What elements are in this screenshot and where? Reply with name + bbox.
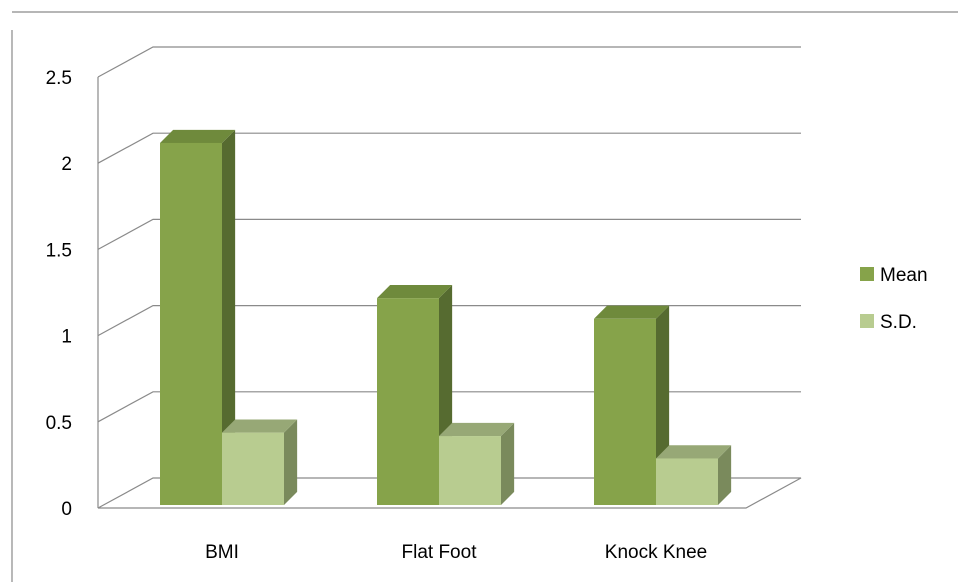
bar-front bbox=[222, 432, 284, 505]
gridline bbox=[97, 132, 801, 164]
legend-swatch bbox=[860, 267, 874, 281]
bar-sd-flat-foot bbox=[439, 422, 515, 505]
gridline bbox=[97, 391, 801, 423]
x-tick-label: BMI bbox=[205, 542, 239, 563]
x-tick-label: Flat Foot bbox=[402, 542, 478, 563]
bar-front bbox=[160, 142, 222, 505]
bar-side bbox=[501, 422, 515, 505]
x-tick-label: Knock Knee bbox=[605, 542, 707, 563]
bar-top bbox=[594, 305, 670, 319]
y-axis-ticks: 0 0.5 1 1.5 2 2.5 bbox=[46, 68, 72, 520]
bar-top bbox=[160, 129, 236, 143]
chart-frame-left bbox=[11, 11, 958, 582]
y-tick-label: 1 bbox=[61, 327, 72, 348]
gridline bbox=[97, 46, 801, 78]
bar-front bbox=[439, 436, 501, 505]
bar-top bbox=[656, 445, 732, 459]
bar-top bbox=[377, 284, 453, 299]
bar-front bbox=[377, 298, 439, 505]
bar-front bbox=[656, 458, 718, 505]
bar-sd-knock-knee bbox=[656, 445, 732, 505]
plot-floor bbox=[97, 477, 802, 509]
bar-side bbox=[718, 445, 732, 505]
legend-label: S.D. bbox=[880, 312, 917, 333]
legend: Mean S.D. bbox=[860, 265, 928, 333]
bar-sd-bmi bbox=[222, 419, 298, 505]
bar-top bbox=[439, 422, 515, 437]
bar-mean-bmi bbox=[160, 129, 236, 505]
gridline bbox=[97, 305, 801, 337]
x-axis-ticks: BMI Flat Foot Knock Knee bbox=[205, 542, 707, 563]
gridlines bbox=[97, 46, 801, 423]
floor-plane bbox=[97, 477, 802, 509]
legend-swatch bbox=[860, 314, 874, 328]
y-tick-label: 1.5 bbox=[46, 240, 72, 261]
y-tick-label: 0.5 bbox=[46, 413, 72, 434]
y-tick-label: 0 bbox=[61, 499, 72, 520]
bar-side bbox=[222, 129, 236, 505]
bar-side bbox=[284, 419, 298, 505]
gridline bbox=[97, 218, 801, 250]
legend-label: Mean bbox=[880, 265, 928, 286]
y-tick-label: 2.5 bbox=[46, 68, 72, 89]
bars bbox=[160, 129, 732, 505]
bar-front bbox=[594, 318, 656, 505]
bar-top bbox=[222, 419, 298, 433]
y-tick-label: 2 bbox=[61, 154, 72, 175]
